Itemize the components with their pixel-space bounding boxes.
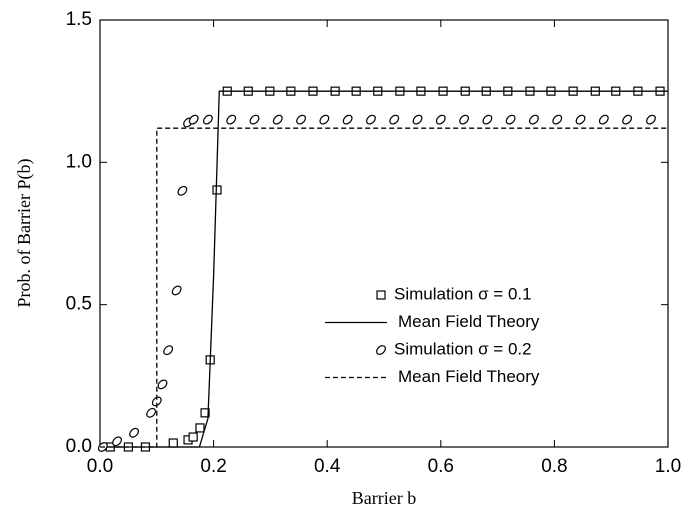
diamond-marker xyxy=(157,379,168,390)
mft-line xyxy=(100,127,668,448)
diamond-marker xyxy=(112,436,122,447)
diamond-marker xyxy=(622,114,633,125)
x-tick-label: 0.2 xyxy=(200,456,226,477)
y-tick-label: 0.5 xyxy=(66,294,92,315)
diamond-marker xyxy=(505,114,516,125)
square-marker xyxy=(188,432,198,442)
y-tick-label: 1.5 xyxy=(66,9,92,30)
diamond-marker xyxy=(646,114,656,125)
diamond-marker xyxy=(151,396,162,407)
diamond-marker xyxy=(482,114,493,125)
legend-marker xyxy=(376,290,386,300)
legend-label: Simulation σ = 0.1 xyxy=(394,284,532,303)
square-marker xyxy=(168,438,178,448)
diamond-marker xyxy=(342,114,353,125)
legend-label: Simulation σ = 0.2 xyxy=(394,339,532,358)
diamond-marker xyxy=(249,114,260,125)
legend-marker xyxy=(376,345,386,355)
diamond-marker xyxy=(146,407,157,418)
x-tick-label: 0.6 xyxy=(428,456,454,477)
x-axis-title: Barrier b xyxy=(352,488,416,508)
diamond-marker xyxy=(529,114,539,125)
diamond-marker xyxy=(163,345,174,356)
x-tick-label: 0.0 xyxy=(87,456,113,477)
diamond-marker xyxy=(319,114,330,125)
diamond-marker xyxy=(226,114,237,125)
x-tick-label: 0.4 xyxy=(314,456,341,477)
mft-line xyxy=(100,90,668,448)
diamond-marker xyxy=(598,114,609,125)
diamond-marker xyxy=(203,114,213,125)
diamond-marker xyxy=(366,114,376,125)
diamond-marker xyxy=(129,427,139,438)
square-marker xyxy=(200,408,210,418)
diamond-marker xyxy=(272,114,283,125)
diamond-marker xyxy=(412,114,423,125)
legend-label: Mean Field Theory xyxy=(398,312,540,331)
y-axis-title: Prob. of Barrier P(b) xyxy=(14,159,35,308)
diamond-marker xyxy=(177,185,188,196)
x-tick-label: 1.0 xyxy=(655,456,681,477)
square-marker xyxy=(212,185,222,195)
y-tick-label: 1.0 xyxy=(66,151,92,172)
diamond-marker xyxy=(188,114,199,125)
legend-label: Mean Field Theory xyxy=(398,367,540,386)
y-tick-label: 0.0 xyxy=(66,436,92,457)
diamond-marker xyxy=(296,114,306,125)
plot-frame xyxy=(99,19,669,448)
square-marker xyxy=(195,423,205,433)
diamond-marker xyxy=(552,114,563,125)
diamond-marker xyxy=(435,114,446,125)
diamond-marker xyxy=(575,114,586,125)
diamond-marker xyxy=(389,114,400,125)
diamond-marker xyxy=(171,285,182,296)
diamond-marker xyxy=(459,114,470,125)
x-tick-label: 0.8 xyxy=(541,456,567,477)
